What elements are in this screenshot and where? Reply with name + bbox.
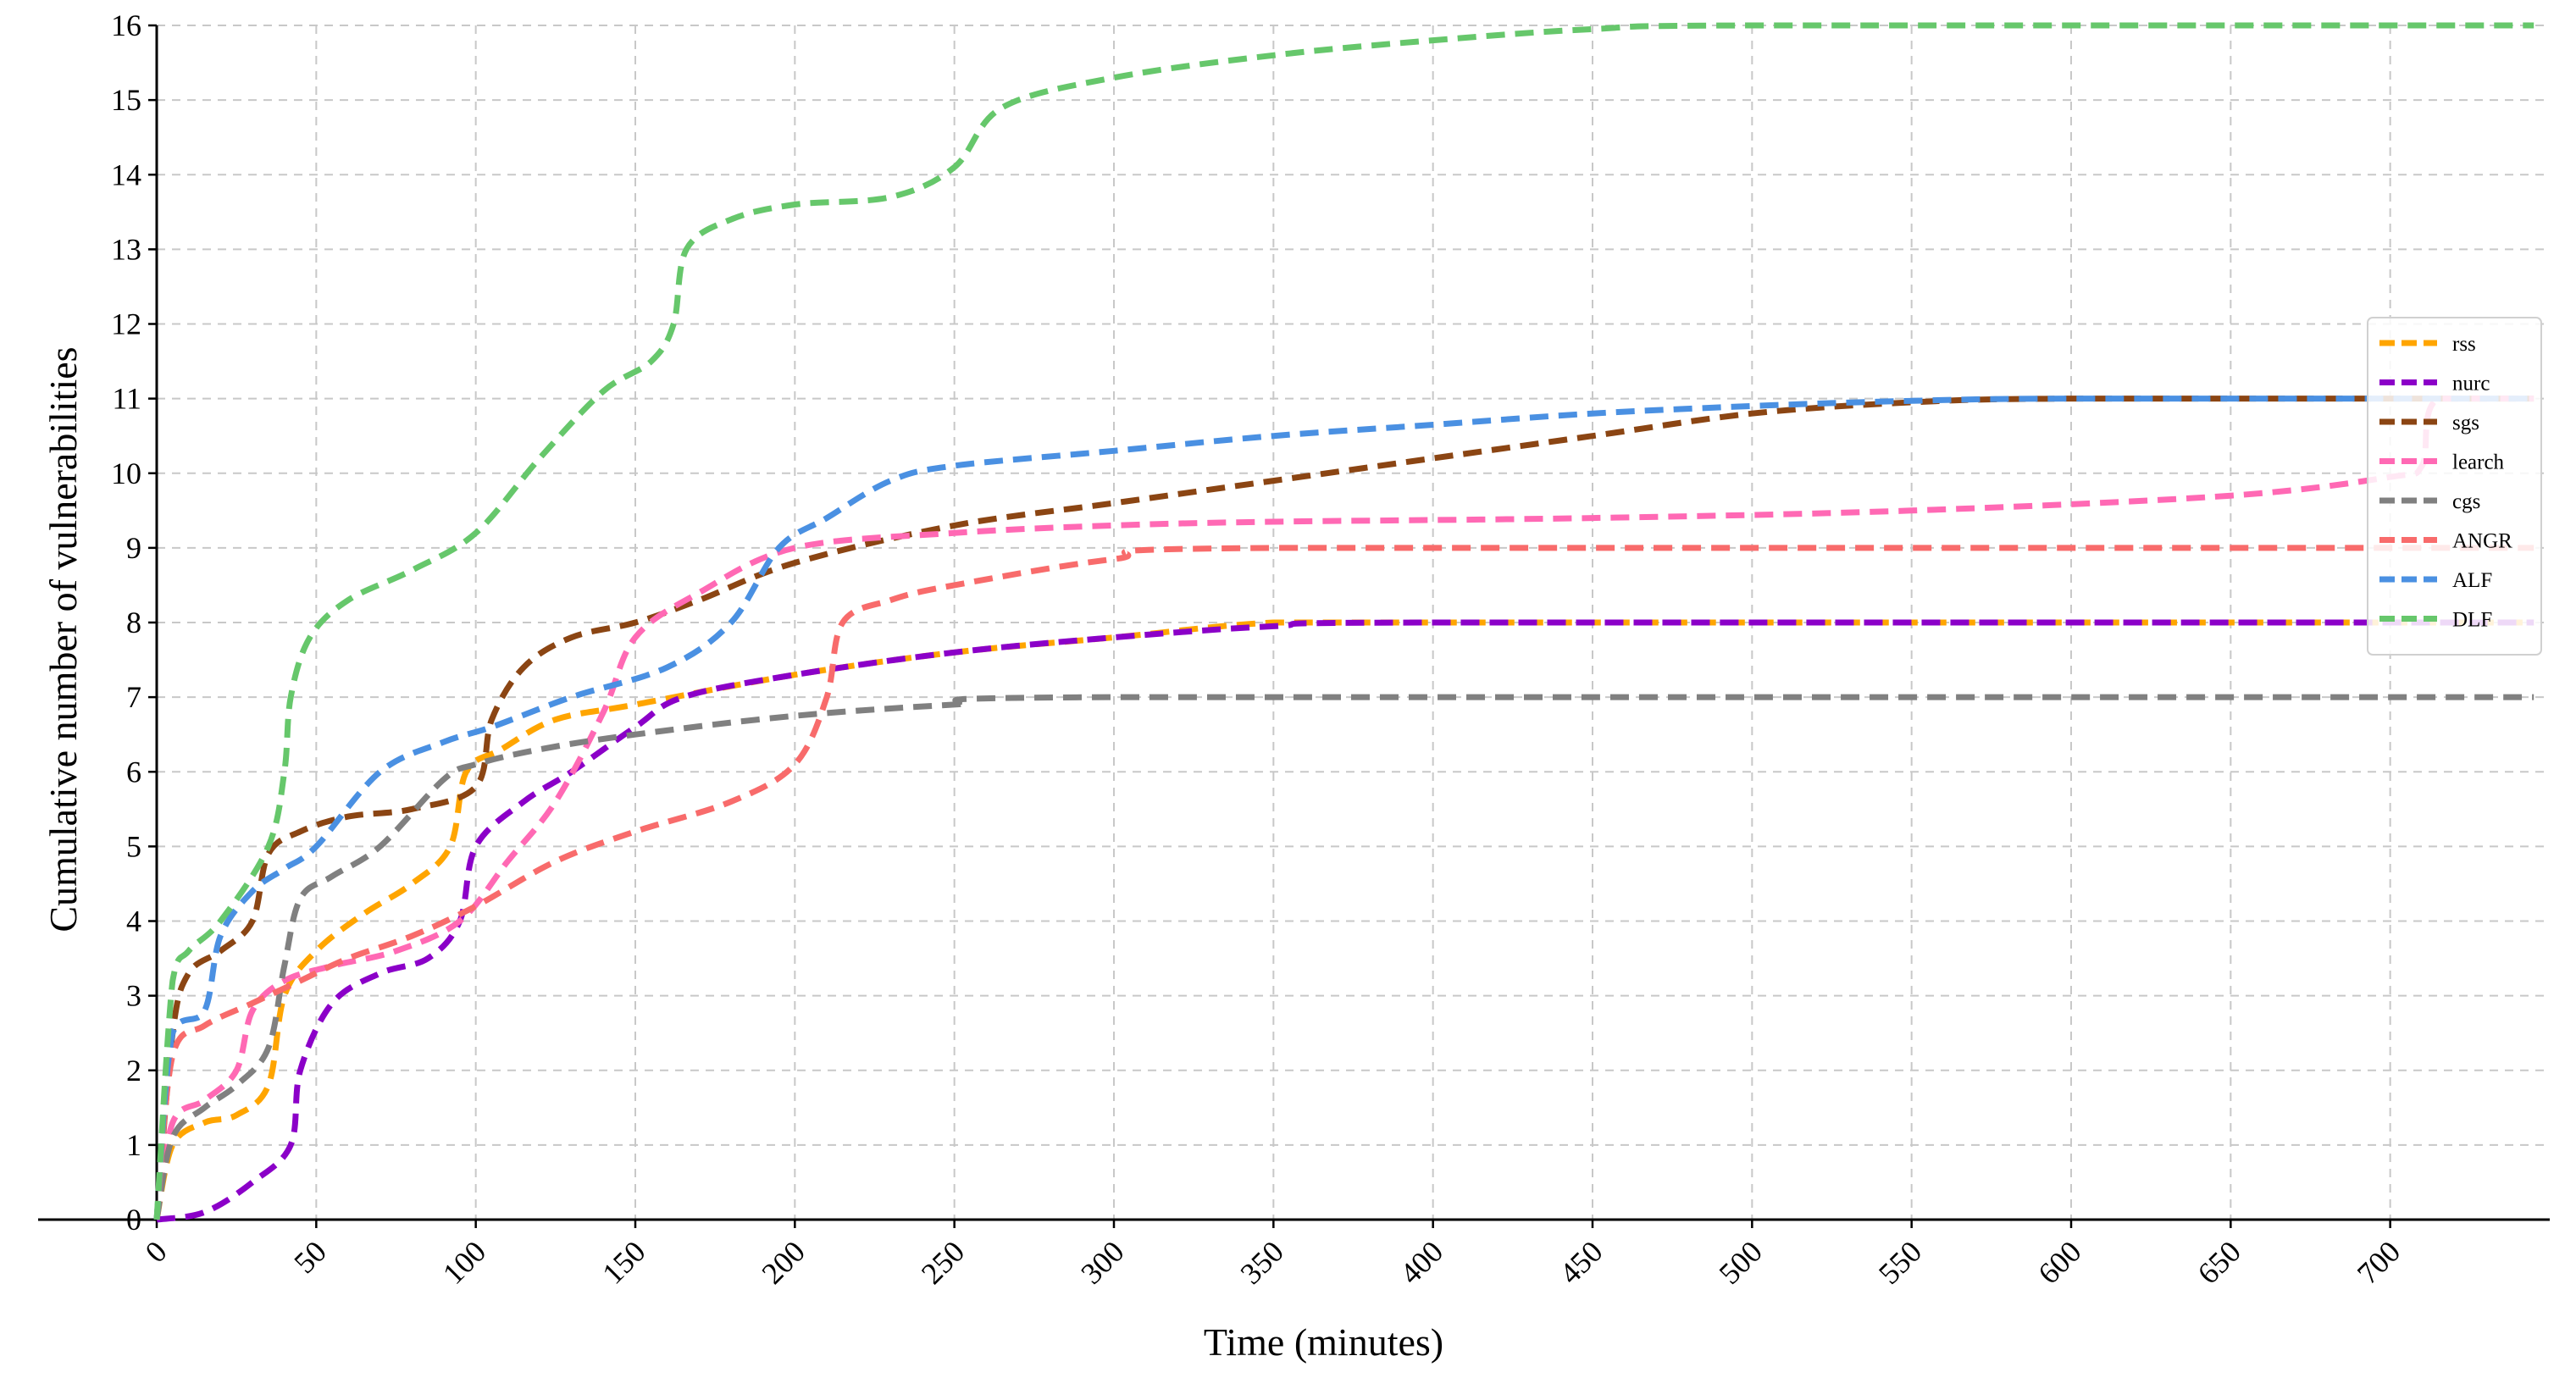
y-tick-label: 5 — [126, 829, 141, 863]
x-tick-label: 600 — [2031, 1234, 2087, 1290]
x-tick-label: 650 — [2191, 1234, 2247, 1290]
legend: rss nurc sgs learch cgs ANGR ALF DLF — [2367, 317, 2542, 656]
legend-label: DLF — [2452, 609, 2492, 632]
y-tick-label: 10 — [111, 457, 141, 490]
legend-label: ALF — [2452, 569, 2492, 592]
x-tick-label: 400 — [1393, 1234, 1449, 1290]
y-tick-label: 4 — [126, 905, 141, 938]
legend-label: learch — [2452, 451, 2505, 474]
legend-label: sgs — [2452, 412, 2479, 434]
y-tick-label: 2 — [126, 1054, 141, 1087]
series-lines — [153, 22, 2534, 1223]
y-tick-label: 14 — [111, 158, 141, 191]
x-axis-title: Time (minutes) — [1204, 1320, 1443, 1364]
series-line-cgs — [153, 694, 2534, 1220]
x-tick-label: 500 — [1713, 1234, 1769, 1290]
x-tick-label: 350 — [1234, 1234, 1290, 1290]
x-tick-label: 200 — [756, 1234, 812, 1290]
x-tick-labels: 0 50 100 150 200 250 300 350 400 450 500 550 600 650 7… — [139, 1220, 2407, 1291]
x-tick-label: 0 — [139, 1234, 174, 1269]
y-tick-label: 1 — [126, 1128, 141, 1162]
x-tick-label: 450 — [1553, 1234, 1609, 1290]
y-tick-label: 7 — [126, 680, 141, 714]
x-tick-label: 50 — [287, 1234, 333, 1280]
legend-label: ANGR — [2452, 530, 2512, 553]
y-tick-label: 6 — [126, 755, 141, 789]
legend-label: rss — [2452, 333, 2476, 356]
y-tick-label: 8 — [126, 606, 141, 639]
y-tick-label: 11 — [112, 382, 141, 416]
y-tick-label: 13 — [111, 232, 141, 266]
y-tick-label: 3 — [126, 979, 141, 1013]
legend-entries: rss nurc sgs learch cgs ANGR ALF DLF — [2379, 333, 2512, 632]
x-tick-label: 100 — [436, 1234, 492, 1290]
y-tick-label: 16 — [111, 8, 141, 42]
legend-label: nurc — [2452, 373, 2490, 396]
legend-frame — [2367, 317, 2542, 656]
legend-label: cgs — [2452, 490, 2480, 513]
y-tick-label: 12 — [111, 307, 141, 341]
series-line-nurc — [156, 619, 2534, 1223]
x-tick-label: 250 — [915, 1234, 971, 1290]
series-line-alf — [153, 396, 2534, 1220]
series-line-angr — [153, 545, 2534, 1220]
x-tick-label: 150 — [596, 1234, 651, 1290]
y-tick-label: 0 — [126, 1203, 141, 1237]
series-line-sgs — [153, 396, 2534, 1220]
series-line-learch — [153, 396, 2534, 1220]
x-tick-label: 300 — [1074, 1234, 1130, 1290]
y-tick-label: 9 — [126, 531, 141, 565]
y-axis-title: Cumulative number of vulnerabilities — [42, 346, 85, 932]
x-tick-label: 700 — [2351, 1234, 2407, 1290]
x-tick-label: 550 — [1872, 1234, 1928, 1290]
series-line-dlf — [153, 22, 2534, 1220]
y-tick-label: 15 — [111, 83, 141, 117]
